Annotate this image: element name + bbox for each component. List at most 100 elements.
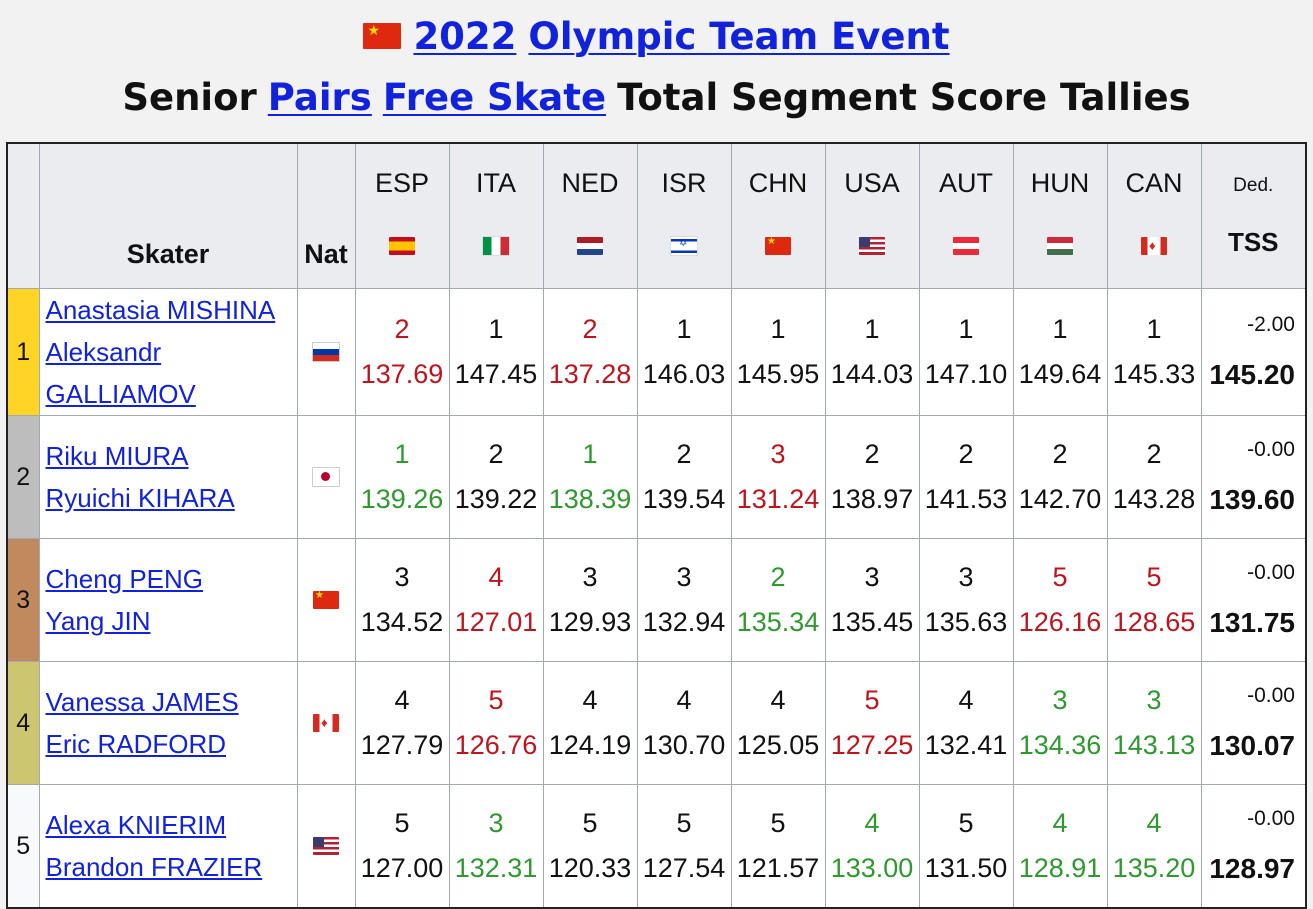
judge-score-cell: 1 138.39 (542, 415, 638, 539)
skater-link-1[interactable]: Riku MIURA (45, 441, 189, 471)
deduction-value: -2.00 (1247, 313, 1295, 336)
judge-placement: 4 (864, 808, 880, 838)
judge-score-cell: 2 138.97 (824, 415, 920, 539)
judge-placement: 2 (676, 439, 692, 469)
rank-cell: 4 (6, 661, 40, 785)
year-link[interactable]: 2022 (413, 14, 517, 58)
judge-header-isr: ISR (636, 142, 732, 289)
china-flag-icon (313, 590, 339, 609)
judge-score: 139.26 (360, 484, 444, 514)
skater-cell: Anastasia MISHINA Aleksandr GALLIAMOV (38, 288, 298, 416)
judge-placement: 2 (394, 314, 410, 344)
judge-score: 127.79 (360, 730, 444, 760)
judge-score: 138.97 (830, 484, 914, 514)
judge-score: 129.93 (548, 607, 632, 637)
tss-value: 139.60 (1209, 484, 1295, 515)
judge-placement: 3 (394, 562, 410, 592)
title-line: 2022 Olympic Team Event (0, 0, 1313, 62)
judge-score: 135.34 (736, 607, 820, 637)
tss-value: 145.20 (1209, 359, 1295, 390)
judge-score: 128.65 (1112, 607, 1196, 637)
judge-score-cell: 3 129.93 (542, 538, 638, 662)
judge-score-cell: 2 137.69 (354, 288, 450, 416)
judge-placement: 5 (864, 685, 880, 715)
judge-score-cell: 2 139.54 (636, 415, 732, 539)
judge-score-cell: 3 143.13 (1106, 661, 1202, 785)
discipline-link[interactable]: Pairs (267, 75, 372, 119)
judge-header-can: CAN (1106, 142, 1202, 289)
tss-cell: -2.00 145.20 (1200, 288, 1307, 416)
skater-link-1[interactable]: Vanessa JAMES (45, 687, 239, 717)
judge-placement: 5 (958, 808, 974, 838)
deduction-value: -0.00 (1247, 807, 1295, 830)
judge-header-ita: ITA (448, 142, 544, 289)
judge-score: 127.54 (642, 853, 726, 883)
judge-placement: 2 (1052, 439, 1068, 469)
judge-placement: 4 (488, 562, 504, 592)
judge-score-cell: 4 125.05 (730, 661, 826, 785)
deduction-value: -0.00 (1247, 684, 1295, 707)
judge-placement: 1 (676, 314, 692, 344)
judge-score: 144.03 (830, 359, 914, 389)
tss-value: 128.97 (1209, 853, 1295, 884)
judge-score-cell: 5 126.76 (448, 661, 544, 785)
judge-placement: 2 (958, 439, 974, 469)
judge-placement: 3 (770, 439, 786, 469)
judge-placement: 4 (582, 685, 598, 715)
judge-score: 147.10 (924, 359, 1008, 389)
judge-header-aut: AUT (918, 142, 1014, 289)
usa-flag-icon (859, 236, 885, 255)
rank-header (6, 142, 40, 289)
judge-code: ITA (476, 168, 516, 198)
judge-placement: 3 (582, 562, 598, 592)
rank-cell: 2 (6, 415, 40, 539)
judge-score-cell: 4 128.91 (1012, 784, 1108, 909)
judge-header-chn: CHN (730, 142, 826, 289)
judge-score-cell: 5 121.57 (730, 784, 826, 909)
judge-score: 139.54 (642, 484, 726, 514)
judge-score: 137.28 (548, 359, 632, 389)
judge-code: NED (561, 168, 619, 198)
judge-score: 145.95 (736, 359, 820, 389)
israel-flag-icon (670, 235, 698, 256)
judge-score: 134.36 (1018, 730, 1102, 760)
event-link[interactable]: Olympic Team Event (528, 14, 950, 58)
judge-score: 132.41 (924, 730, 1008, 760)
skater-link-2[interactable]: Aleksandr GALLIAMOV (45, 337, 196, 409)
judge-score: 126.76 (454, 730, 538, 760)
judge-score-cell: 2 143.28 (1106, 415, 1202, 539)
judge-score-cell: 1 147.45 (448, 288, 544, 416)
judge-score-cell: 1 149.64 (1012, 288, 1108, 416)
judge-score-cell: 2 135.34 (730, 538, 826, 662)
skater-link-2[interactable]: Eric RADFORD (45, 729, 227, 759)
judge-placement: 5 (676, 808, 692, 838)
judge-placement: 3 (958, 562, 974, 592)
judge-placement: 1 (770, 314, 786, 344)
judge-score: 138.39 (548, 484, 632, 514)
skater-link-1[interactable]: Anastasia MISHINA (45, 295, 276, 325)
judge-score-cell: 1 147.10 (918, 288, 1014, 416)
judge-score: 127.25 (830, 730, 914, 760)
tss-cell: -0.00 130.07 (1200, 661, 1307, 785)
judge-score-cell: 5 127.25 (824, 661, 920, 785)
nat-header: Nat (296, 142, 356, 289)
skater-link-1[interactable]: Cheng PENG (45, 564, 204, 594)
judge-code: CAN (1125, 168, 1183, 198)
judge-score: 145.33 (1112, 359, 1196, 389)
judge-score: 124.19 (548, 730, 632, 760)
segment-link[interactable]: Free Skate (382, 75, 607, 119)
judge-placement: 5 (770, 808, 786, 838)
judge-score: 139.22 (454, 484, 538, 514)
skater-link-1[interactable]: Alexa KNIERIM (45, 810, 227, 840)
judge-score-cell: 4 124.19 (542, 661, 638, 785)
judge-score: 133.00 (830, 853, 914, 883)
judge-score-cell: 2 141.53 (918, 415, 1014, 539)
judge-header-hun: HUN (1012, 142, 1108, 289)
judge-score: 130.70 (642, 730, 726, 760)
judge-score: 128.91 (1018, 853, 1102, 883)
skater-link-2[interactable]: Brandon FRAZIER (45, 852, 263, 882)
skater-link-2[interactable]: Yang JIN (45, 606, 151, 636)
japan-flag-icon (312, 467, 340, 487)
table-row: 5 Alexa KNIERIM Brandon FRAZIER 5 127.00 3… (6, 784, 1307, 909)
skater-link-2[interactable]: Ryuichi KIHARA (45, 483, 235, 513)
